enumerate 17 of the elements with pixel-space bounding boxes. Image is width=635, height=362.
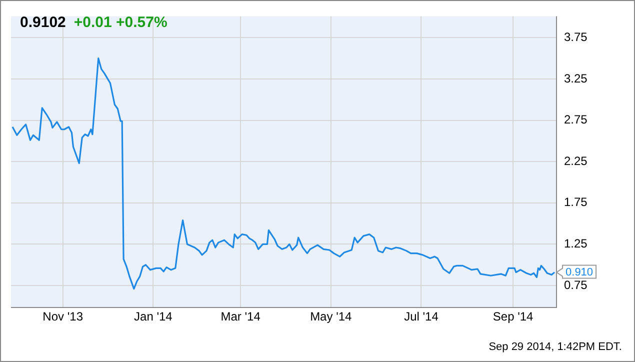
y-tick-label: 1.25: [564, 236, 588, 251]
chart-title: 0.9102: [20, 14, 66, 31]
x-tick-label: Jul '14: [404, 310, 439, 324]
x-tick-label: Jan '14: [134, 310, 173, 324]
y-tick-label: 2.75: [564, 112, 588, 127]
x-tick-label: Sep '14: [492, 310, 534, 324]
text: Sep 29 2014, 1:42PM EDT.: [488, 341, 622, 353]
y-tick-label: 1.75: [564, 195, 588, 210]
annotation: 0.910: [566, 266, 594, 278]
x-tick-label: Mar '14: [220, 310, 261, 324]
y-tick-label: 3.75: [564, 30, 588, 44]
y-tick-label: 2.25: [564, 154, 588, 168]
y-tick-label: 3.25: [564, 71, 588, 86]
x-tick-label: May '14: [310, 310, 352, 324]
chart-subtitle: +0.01 +0.57%: [74, 14, 168, 31]
y-tick-label: 0.75: [564, 278, 588, 292]
x-tick-label: Nov '13: [42, 310, 84, 324]
